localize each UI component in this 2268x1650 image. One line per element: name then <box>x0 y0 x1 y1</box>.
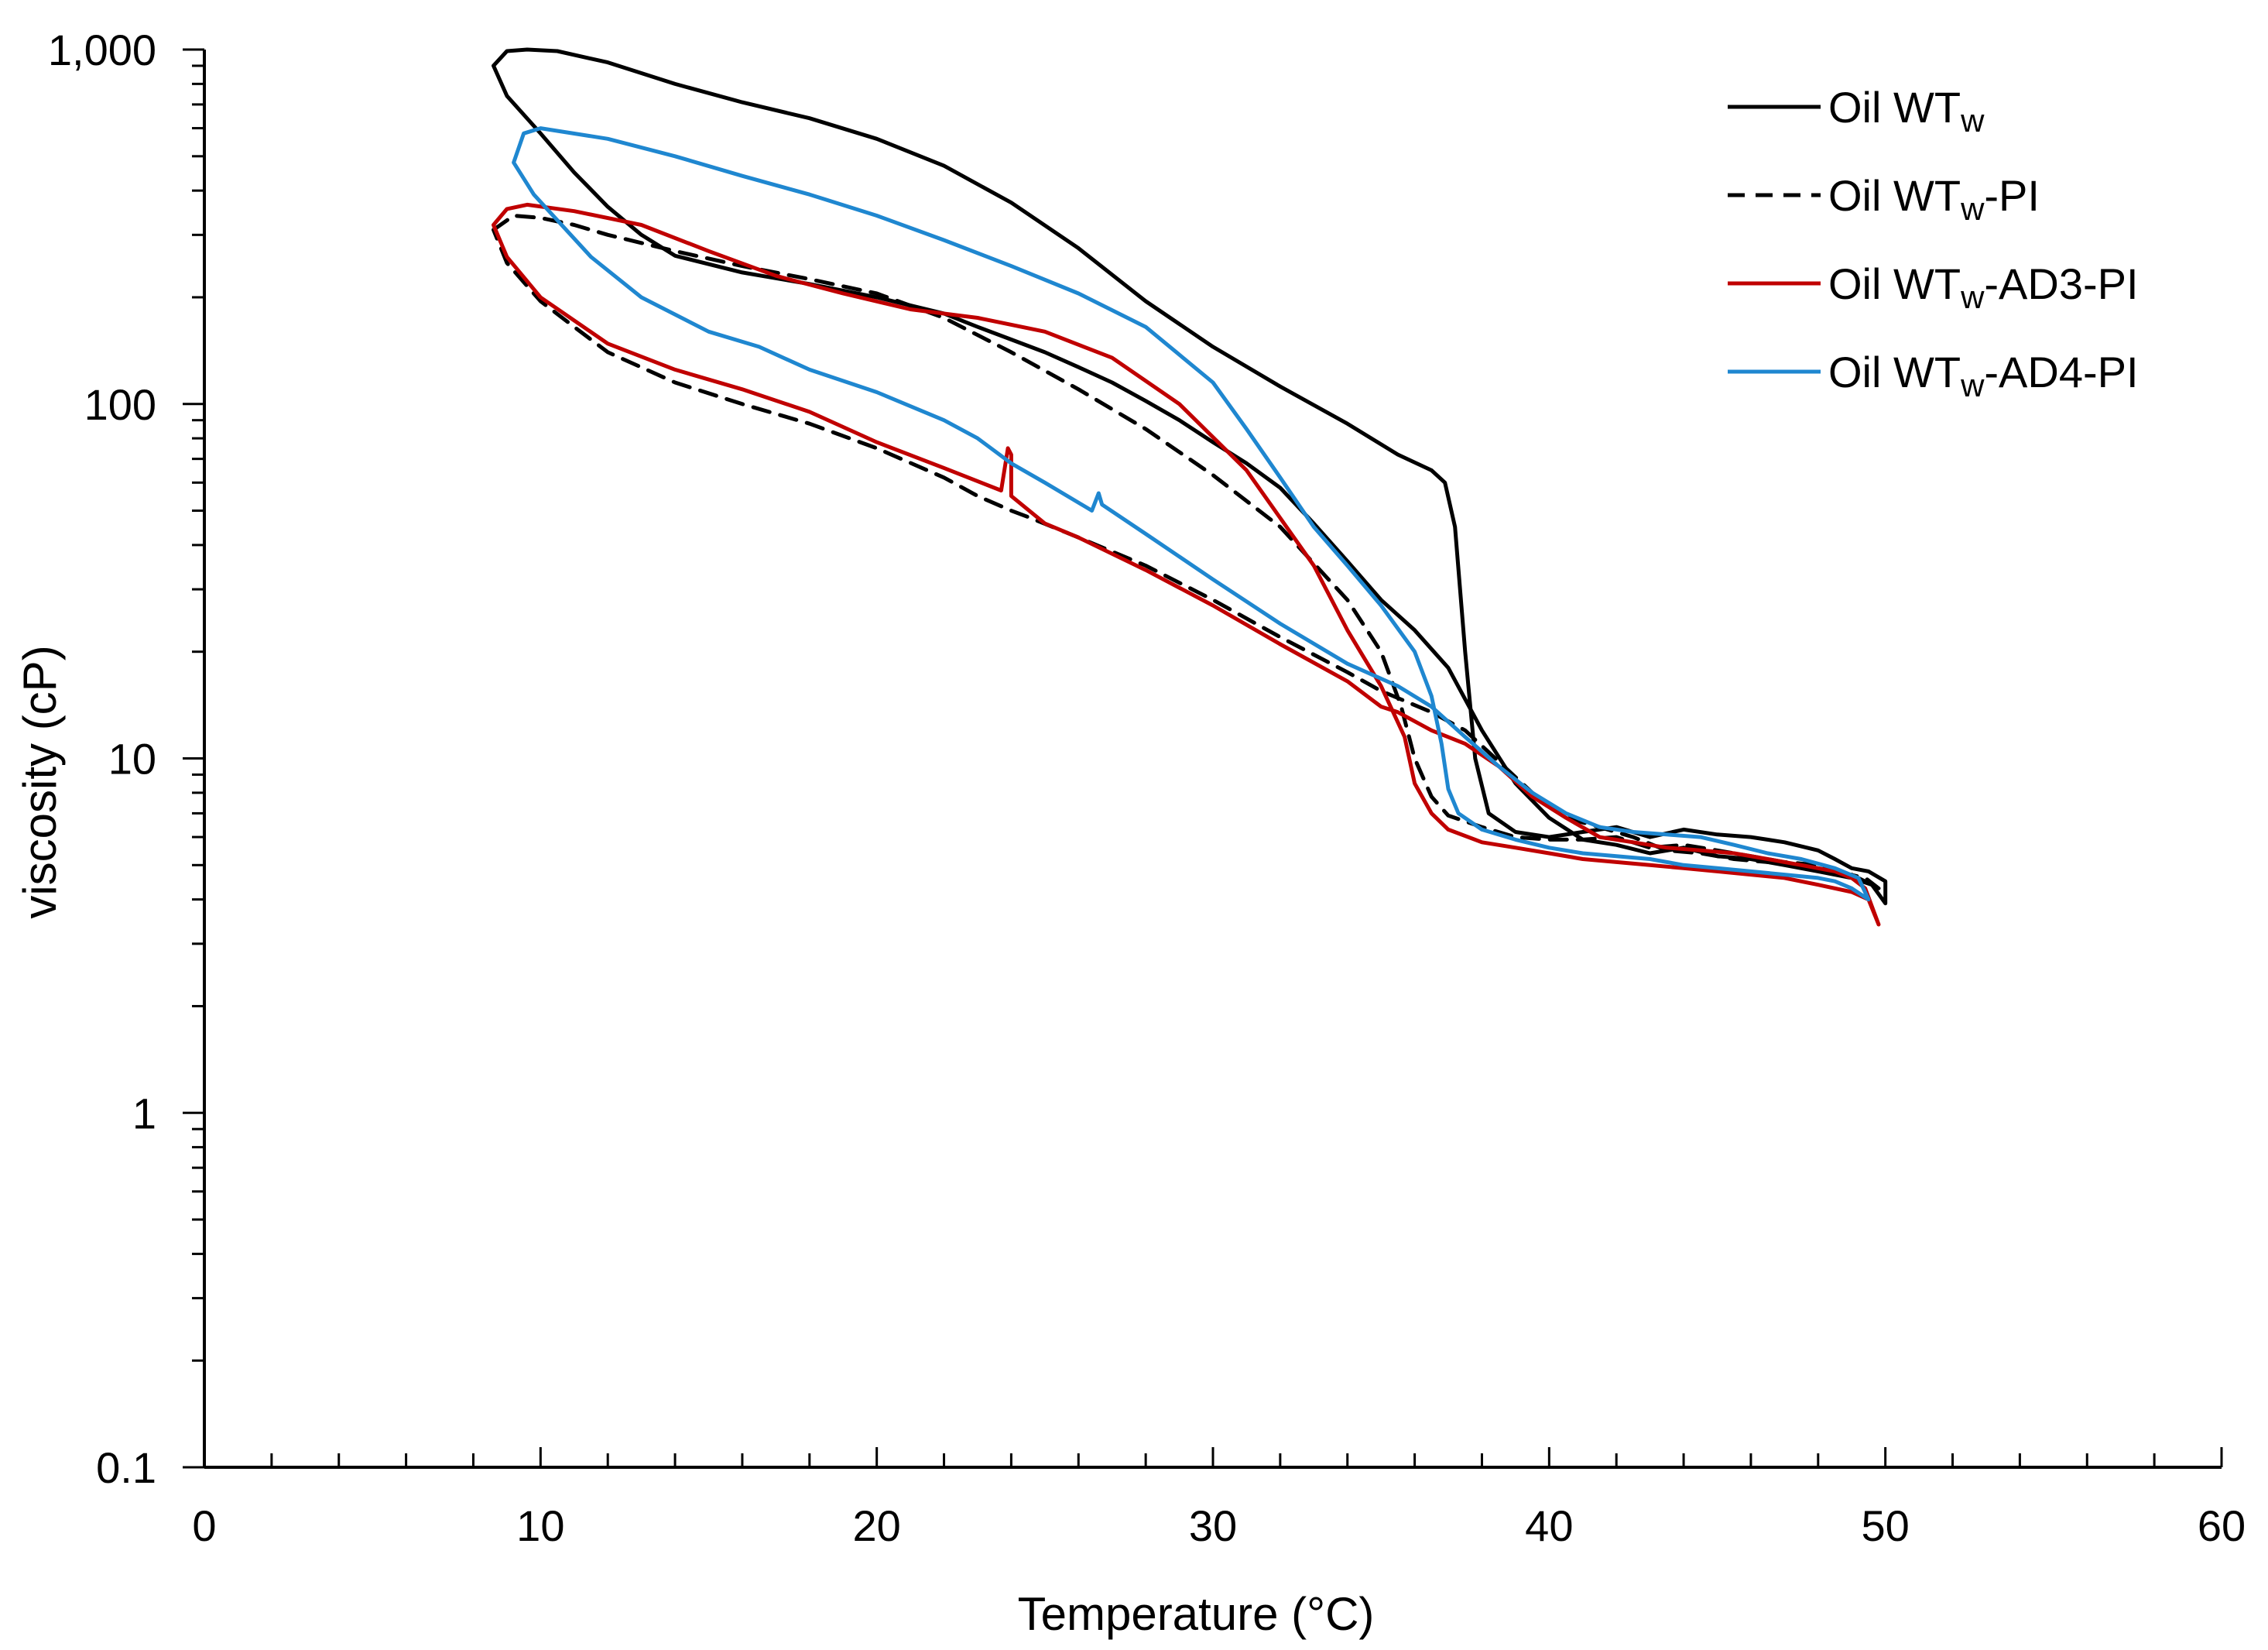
y-ticks: 0.1 1 10 100 1,000 <box>48 26 204 1492</box>
x-tick-label: 60 <box>2198 1501 2246 1550</box>
x-tick-label: 10 <box>516 1501 564 1550</box>
y-tick-label: 10 <box>108 735 156 784</box>
x-ticks: 0 10 20 30 40 50 60 <box>192 1447 2246 1550</box>
legend: Oil WTw Oil WTw-PI Oil WTw-AD3-PI Oil WTw-A… <box>1728 83 2139 403</box>
y-axis-title: viscosity (cP) <box>14 645 66 918</box>
series-line-2 <box>492 214 1881 890</box>
x-tick-label: 0 <box>192 1501 216 1550</box>
x-tick-label: 50 <box>1862 1501 1910 1550</box>
series-line-4 <box>512 126 1871 902</box>
y-tick-label: 100 <box>84 380 156 429</box>
y-tick-label: 0.1 <box>96 1443 156 1492</box>
legend-label-3: Oil WTw-AD3-PI <box>1828 259 2139 315</box>
legend-label-2: Oil WTw-PI <box>1828 171 2040 227</box>
x-tick-label: 40 <box>1525 1501 1573 1550</box>
series-line-3 <box>492 202 1881 927</box>
x-axis-title: Temperature (°C) <box>1018 1588 1375 1640</box>
legend-label-1: Oil WTw <box>1828 83 1985 139</box>
x-tick-label: 30 <box>1189 1501 1237 1550</box>
x-tick-label: 20 <box>853 1501 901 1550</box>
y-tick-label: 1 <box>132 1089 156 1137</box>
legend-label-4: Oil WTw-AD4-PI <box>1828 348 2139 403</box>
y-tick-label: 1,000 <box>48 26 156 74</box>
series-layer <box>492 47 1888 927</box>
